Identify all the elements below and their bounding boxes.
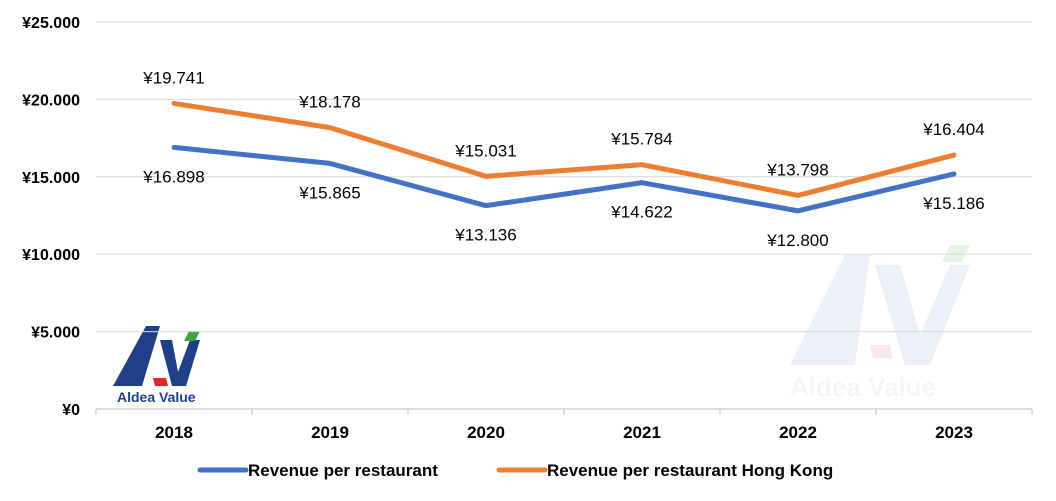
x-tick-label: 2019 bbox=[311, 423, 349, 442]
data-label: ¥15.031 bbox=[454, 141, 516, 160]
watermark-green-mark bbox=[942, 245, 970, 262]
y-tick-label: ¥0 bbox=[62, 402, 80, 419]
y-tick-label: ¥5.000 bbox=[31, 325, 80, 342]
series-lines bbox=[171, 100, 957, 214]
y-tick-label: ¥20.000 bbox=[22, 92, 80, 109]
series-line-revenue-per-restaurant bbox=[171, 144, 957, 214]
watermark-red-mark bbox=[870, 345, 893, 358]
data-labels: ¥16.898 ¥15.865 ¥13.136 ¥14.622 ¥12.800 ¥15.1… bbox=[142, 68, 984, 249]
data-label: ¥16.404 bbox=[922, 120, 984, 139]
legend-label: Revenue per restaurant bbox=[248, 461, 438, 480]
aldea-value-logo: Aldea Value bbox=[113, 326, 200, 405]
logo-a-shape bbox=[113, 326, 160, 386]
legend: Revenue per restaurant Revenue per restau… bbox=[197, 461, 833, 480]
logo-v-shape bbox=[160, 340, 200, 386]
y-tick-label: ¥10.000 bbox=[22, 247, 80, 264]
data-label: ¥15.186 bbox=[922, 194, 984, 213]
y-tick-label: ¥25.000 bbox=[22, 15, 80, 32]
y-tick-label: ¥15.000 bbox=[22, 170, 80, 187]
x-tick-label: 2023 bbox=[935, 423, 973, 442]
data-label: ¥12.800 bbox=[766, 231, 828, 250]
x-axis: 2018 2019 2020 2021 2022 2023 bbox=[95, 408, 1033, 442]
y-axis: ¥0 ¥5.000 ¥10.000 ¥15.000 ¥20.000 ¥25.000 bbox=[22, 15, 80, 419]
legend-label: Revenue per restaurant Hong Kong bbox=[547, 461, 833, 480]
logo-text: Aldea Value bbox=[117, 389, 196, 405]
x-tick-label: 2022 bbox=[779, 423, 817, 442]
data-label: ¥18.178 bbox=[298, 93, 360, 112]
data-label: ¥15.865 bbox=[298, 183, 360, 202]
data-label: ¥19.741 bbox=[142, 68, 204, 87]
logo-green-mark bbox=[184, 331, 200, 341]
x-tick-label: 2020 bbox=[467, 423, 505, 442]
data-label: ¥16.898 bbox=[142, 167, 204, 186]
watermark-v-shape bbox=[875, 265, 970, 365]
x-tick-label: 2021 bbox=[623, 423, 661, 442]
watermark: Aldea Value bbox=[790, 245, 970, 402]
x-tick-label: 2018 bbox=[155, 423, 193, 442]
series-line-revenue-per-restaurant-hong-kong bbox=[171, 100, 957, 198]
watermark-a-shape bbox=[790, 255, 870, 365]
data-label: ¥15.784 bbox=[610, 130, 672, 149]
gridlines bbox=[96, 21, 1032, 333]
data-label: ¥13.136 bbox=[454, 226, 516, 245]
watermark-text: Aldea Value bbox=[790, 372, 936, 402]
data-label: ¥13.798 bbox=[766, 160, 828, 179]
logo-red-mark bbox=[153, 378, 168, 386]
data-label: ¥14.622 bbox=[610, 203, 672, 222]
